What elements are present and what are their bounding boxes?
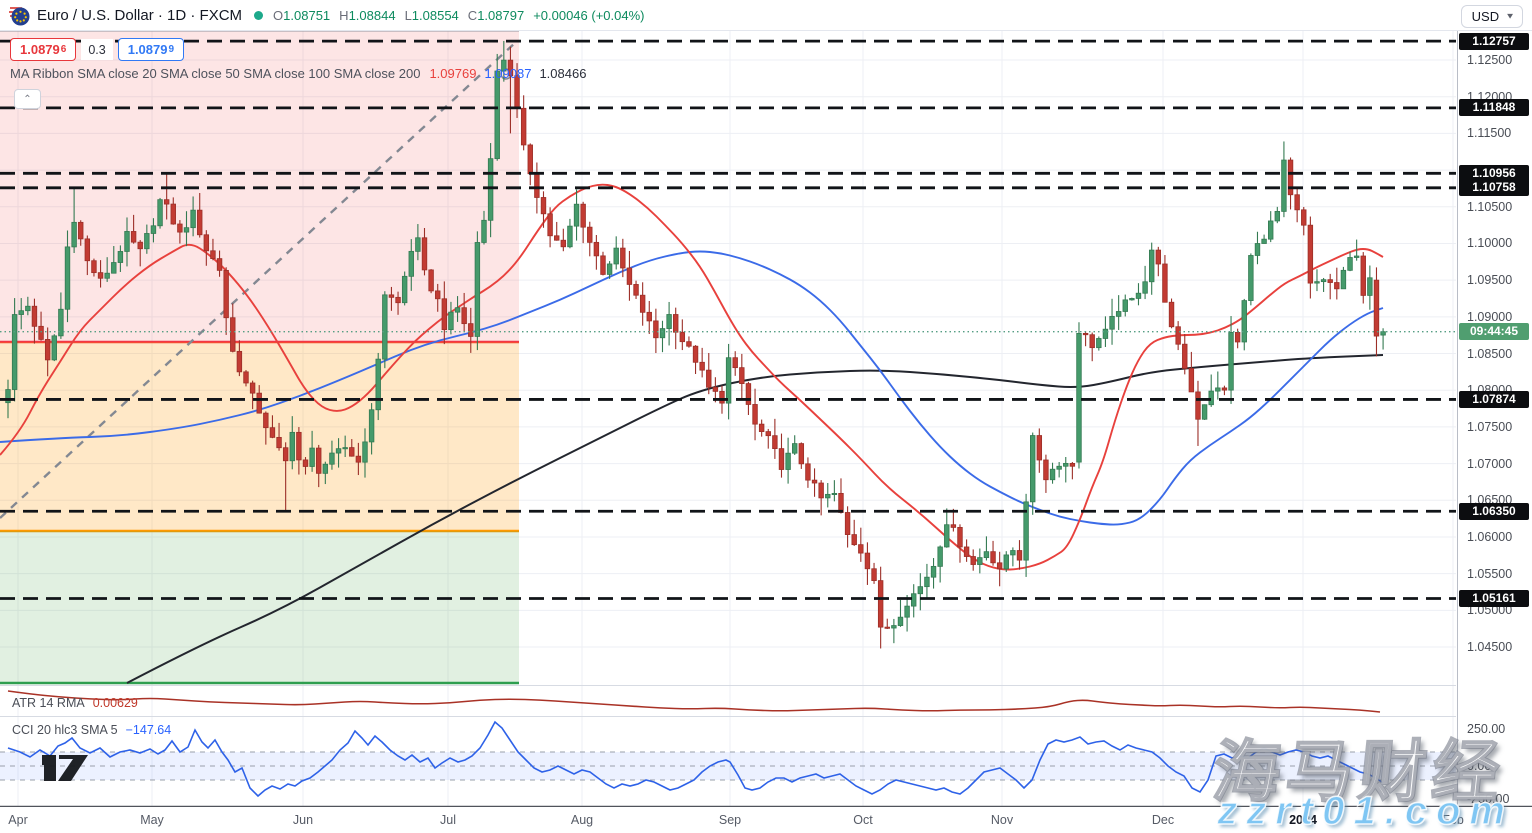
level-price-label: 1.10956 xyxy=(1459,164,1529,182)
atr-legend[interactable]: ATR 14 RMA 0.00629 xyxy=(12,696,138,710)
level-price-label: 1.06350 xyxy=(1459,502,1529,520)
currency-selector[interactable]: USD ▼ xyxy=(1460,5,1523,28)
level-price-label: 1.12757 xyxy=(1459,32,1529,50)
cci-tick: 0.00 xyxy=(1467,759,1492,773)
quote-panel: 1.0879 6 0.3 1.0879 9 xyxy=(10,38,185,61)
collapse-legend-button[interactable]: ⌃ xyxy=(14,89,41,109)
time-label: May xyxy=(140,813,164,827)
time-label: Sep xyxy=(718,813,742,827)
atr-value: 0.00629 xyxy=(92,696,138,710)
symbol-toolbar: Euro / U.S. Dollar · 1D · FXCM O1.08751 H… xyxy=(0,0,1532,31)
ohlc-item: O1.08751 xyxy=(273,7,331,23)
time-label: Apr xyxy=(8,813,28,827)
time-label: Oct xyxy=(853,813,873,827)
cci-tick: -250.00 xyxy=(1467,792,1510,806)
price-axis[interactable]: 09:44:45 1.12500 1.12000 1.11500 1.10500 1.1… xyxy=(1458,0,1532,833)
cci-label: CCI 20 hlc3 SMA 5 xyxy=(12,723,118,737)
chevron-down-icon: ▼ xyxy=(1505,12,1515,21)
buy-ask-button[interactable]: 1.0879 9 xyxy=(117,38,185,61)
bid-price: 1.0879 xyxy=(20,42,60,57)
ma-ribbon-legend[interactable]: MA Ribbon SMA close 20 SMA close 50 SMA … xyxy=(10,66,594,81)
ma-value: 1.09769 xyxy=(429,66,477,81)
price-tick: 1.11500 xyxy=(1467,126,1512,141)
cci-tick: 250.00 xyxy=(1467,722,1506,736)
ohlc-readout: O1.08751 H1.08844 L1.08554 C1.08797 +0.00046… xyxy=(273,8,644,23)
time-label: Nov xyxy=(990,813,1014,827)
price-tick: 1.06000 xyxy=(1467,529,1513,544)
market-status-icon[interactable] xyxy=(254,10,264,20)
price-tick: 1.10500 xyxy=(1467,199,1513,214)
cci-legend[interactable]: CCI 20 hlc3 SMA 5 −147.64 xyxy=(12,723,171,737)
change-readout: +0.00046 (+0.04%) xyxy=(533,7,645,23)
ma-value: 1.09087 xyxy=(484,66,532,81)
ask-price-pip: 9 xyxy=(168,44,175,55)
ohlc-item: C1.08797 xyxy=(467,7,525,23)
level-price-label: 1.11848 xyxy=(1459,99,1529,117)
price-tick: 1.05500 xyxy=(1467,566,1513,581)
currency-label: USD xyxy=(1471,9,1500,24)
eurusd-flag-icon xyxy=(8,4,30,26)
sell-bid-button[interactable]: 1.0879 6 xyxy=(10,38,77,61)
atr-label: ATR 14 RMA xyxy=(12,696,85,710)
price-tick: 1.08500 xyxy=(1467,346,1513,361)
ma-ribbon-values: 1.09769 1.09087 1.08466 xyxy=(429,66,594,81)
time-label: 2024 xyxy=(1289,813,1317,827)
ohlc-item: H1.08844 xyxy=(339,7,396,23)
price-tick: 1.12500 xyxy=(1467,53,1513,67)
price-tick: 1.09500 xyxy=(1467,273,1513,288)
price-tick: 1.10000 xyxy=(1467,236,1513,251)
price-tick: 1.07500 xyxy=(1467,419,1513,434)
time-label: Feb xyxy=(1442,813,1464,827)
symbol-title[interactable]: Euro / U.S. Dollar · 1D · FXCM xyxy=(37,6,243,24)
level-price-label: 1.05161 xyxy=(1459,589,1529,607)
time-label: Jul xyxy=(440,813,456,827)
price-tick: 1.09000 xyxy=(1467,309,1513,324)
time-label: Aug xyxy=(570,813,594,827)
cci-value: −147.64 xyxy=(125,723,172,737)
chevron-up-icon: ⌃ xyxy=(23,93,32,105)
level-price-label: 1.10758 xyxy=(1459,179,1529,197)
level-price-label: 1.07874 xyxy=(1459,390,1529,408)
price-tick: 1.04500 xyxy=(1467,640,1513,654)
ma-ribbon-label: MA Ribbon SMA close 20 SMA close 50 SMA … xyxy=(10,66,421,81)
ma-value: 1.08466 xyxy=(539,66,587,81)
time-label: Dec xyxy=(1151,813,1175,827)
price-tick: 1.07000 xyxy=(1467,456,1513,471)
bid-price-pip: 6 xyxy=(60,44,67,55)
spread-value: 0.3 xyxy=(81,39,113,60)
bar-countdown: 09:44:45 xyxy=(1459,323,1529,341)
ohlc-item: L1.08554 xyxy=(404,7,459,23)
time-axis[interactable]: Apr May Jun Jul Aug Sep Oct Nov Dec 2024 Feb xyxy=(0,807,1532,833)
time-label: Jun xyxy=(292,813,314,827)
ask-price: 1.0879 xyxy=(127,42,168,57)
